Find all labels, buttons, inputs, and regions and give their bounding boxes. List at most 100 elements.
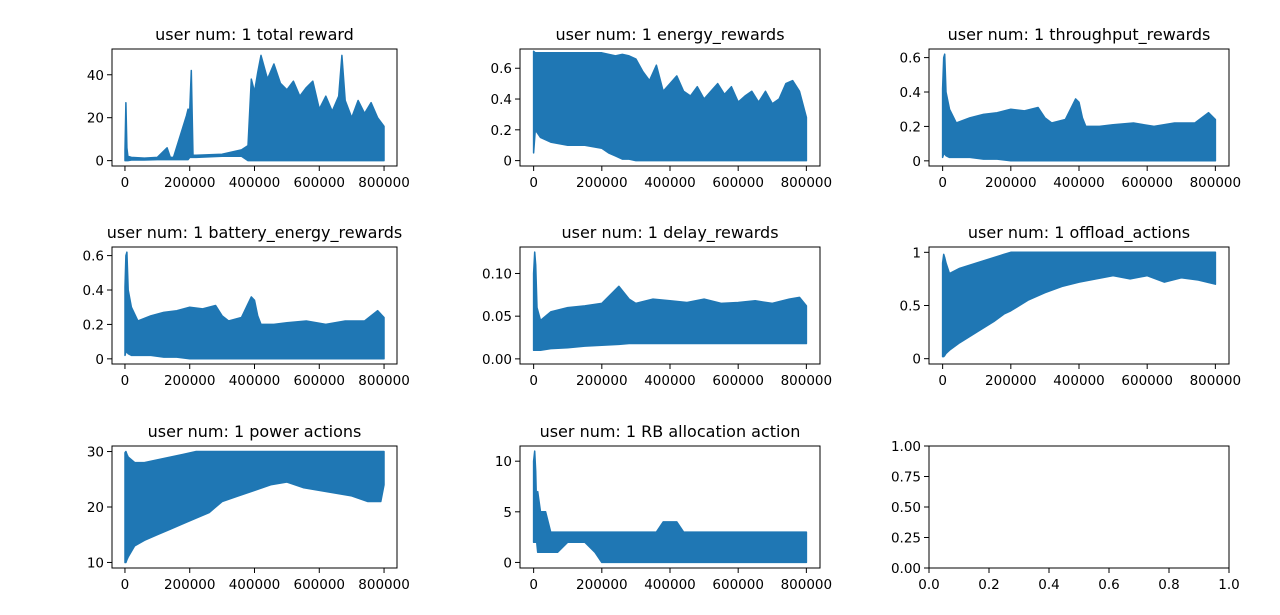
x-tick-label: 0.6: [1098, 577, 1119, 593]
x-tick-label: 600000: [712, 175, 764, 191]
y-tick-label: 0: [503, 555, 512, 571]
x-tick-label: 200000: [164, 175, 216, 191]
x-tick-label: 400000: [1053, 175, 1105, 191]
y-tick-label: 40: [87, 68, 104, 84]
chart-panel-5: 0 200000 400000 600000 800000 0.00 0.05 0.10 use…: [482, 223, 832, 389]
series-band: [124, 251, 385, 360]
x-tick-label: 600000: [712, 577, 764, 593]
x-tick-label: 400000: [1053, 373, 1105, 389]
x-tick-label: 0: [529, 577, 538, 593]
y-tick-label: 10: [87, 555, 104, 571]
x-tick-label: 600000: [293, 175, 345, 191]
y-tick-label: 0.6: [491, 61, 512, 77]
x-tick-label: 600000: [1121, 175, 1173, 191]
x-tick-label: 400000: [229, 175, 281, 191]
chart-title: user num: 1 delay_rewards: [561, 223, 778, 243]
y-tick-label: 0.4: [491, 92, 512, 108]
x-tick-label: 200000: [576, 577, 628, 593]
y-tick-label: 0.2: [491, 123, 512, 139]
y-tick-label: 1.00: [891, 439, 921, 455]
y-tick-label: 5: [503, 505, 512, 521]
y-tick-label: 0.10: [482, 266, 512, 282]
axes-frame: [928, 445, 1230, 569]
chart-panel-4: 0 200000 400000 600000 800000 0 0.2 0.4 0.6user …: [83, 223, 410, 389]
y-tick-label: 0.00: [482, 352, 512, 368]
y-tick-label: 0.4: [83, 283, 104, 299]
x-tick-label: 400000: [644, 373, 696, 389]
chart-title: user num: 1 battery_energy_rewards: [107, 223, 403, 243]
y-tick-label: 0: [912, 352, 921, 368]
series-band: [532, 450, 808, 564]
x-tick-label: 200000: [164, 373, 216, 389]
chart-panel-2: 0 200000 400000 600000 800000 0 0.2 0.4 0.6 user …: [491, 25, 833, 191]
x-tick-label: 800000: [1190, 373, 1242, 389]
y-tick-label: 0: [95, 154, 104, 170]
y-tick-label: 0.2: [83, 317, 104, 333]
series-band: [124, 54, 385, 162]
y-tick-label: 0.00: [891, 561, 921, 577]
x-tick-label: 600000: [712, 373, 764, 389]
chart-title: user num: 1 total reward: [155, 25, 354, 44]
x-tick-label: 800000: [781, 175, 833, 191]
series-band: [532, 251, 808, 352]
x-tick-label: 0: [121, 175, 130, 191]
y-tick-label: 20: [87, 500, 104, 516]
chart-panel-6: 0 200000 400000 600000 800000 0 0.5 1 user num: …: [900, 223, 1242, 389]
x-tick-label: 0: [529, 175, 538, 191]
y-tick-label: 20: [87, 111, 104, 127]
y-tick-label: 0.25: [891, 531, 921, 547]
series-band: [532, 50, 808, 162]
y-tick-label: 0.6: [900, 51, 921, 67]
x-tick-label: 0: [121, 577, 130, 593]
series-band: [941, 53, 1217, 162]
chart-title: user num: 1 power actions: [148, 422, 362, 441]
y-tick-label: 0.05: [482, 309, 512, 325]
x-tick-label: 200000: [985, 175, 1037, 191]
chart-panel-7: 0 200000 400000 600000 800000 10 20 30 user num:…: [87, 422, 410, 593]
x-tick-label: 400000: [644, 175, 696, 191]
chart-title: user num: 1 offload_actions: [968, 223, 1190, 243]
chart-title: user num: 1 energy_rewards: [555, 25, 784, 45]
x-tick-label: 400000: [229, 577, 281, 593]
x-tick-label: 0: [938, 373, 947, 389]
y-tick-label: 0.75: [891, 470, 921, 486]
x-tick-label: 400000: [644, 577, 696, 593]
chart-panel-8: 0 200000 400000 600000 800000 0 5 10 user num: 1…: [495, 422, 832, 593]
x-tick-label: 800000: [358, 175, 410, 191]
x-tick-label: 600000: [293, 577, 345, 593]
y-tick-label: 10: [495, 454, 512, 470]
x-tick-label: 800000: [358, 577, 410, 593]
x-tick-label: 200000: [164, 577, 216, 593]
y-tick-label: 0: [912, 154, 921, 170]
x-tick-label: 0.8: [1158, 577, 1179, 593]
x-tick-label: 0: [121, 373, 130, 389]
x-tick-label: 0: [529, 373, 538, 389]
x-tick-label: 400000: [229, 373, 281, 389]
chart-panel-3: 0 200000 400000 600000 800000 0 0.2 0.4 0.6 user …: [900, 25, 1242, 191]
y-tick-label: 0.5: [900, 299, 921, 315]
x-tick-label: 0.2: [978, 577, 999, 593]
chart-panel-9: 0.0 0.2 0.4 0.6 0.8 1.0 0.00 0.25 0.50 0.75 1.00: [891, 439, 1240, 593]
y-tick-label: 30: [87, 445, 104, 461]
series-band: [124, 450, 385, 564]
x-tick-label: 200000: [576, 175, 628, 191]
series-band: [941, 251, 1217, 358]
x-tick-label: 600000: [1121, 373, 1173, 389]
x-tick-label: 800000: [781, 373, 833, 389]
y-tick-label: 0: [503, 154, 512, 170]
x-tick-label: 1.0: [1218, 577, 1239, 593]
y-tick-label: 0.2: [900, 119, 921, 135]
x-tick-label: 600000: [293, 373, 345, 389]
y-tick-label: 0.50: [891, 500, 921, 516]
y-tick-label: 0.4: [900, 85, 921, 101]
y-tick-label: 0: [95, 352, 104, 368]
chart-title: user num: 1 RB allocation action: [540, 422, 801, 441]
x-tick-label: 200000: [576, 373, 628, 389]
chart-title: user num: 1 throughput_rewards: [948, 25, 1211, 45]
y-tick-label: 1: [912, 245, 921, 261]
x-tick-label: 800000: [1190, 175, 1242, 191]
y-tick-label: 0.6: [83, 249, 104, 265]
x-tick-label: 800000: [358, 373, 410, 389]
chart-panel-1: 0 200000 400000 600000 800000 0 20 40 user num: …: [87, 25, 410, 191]
